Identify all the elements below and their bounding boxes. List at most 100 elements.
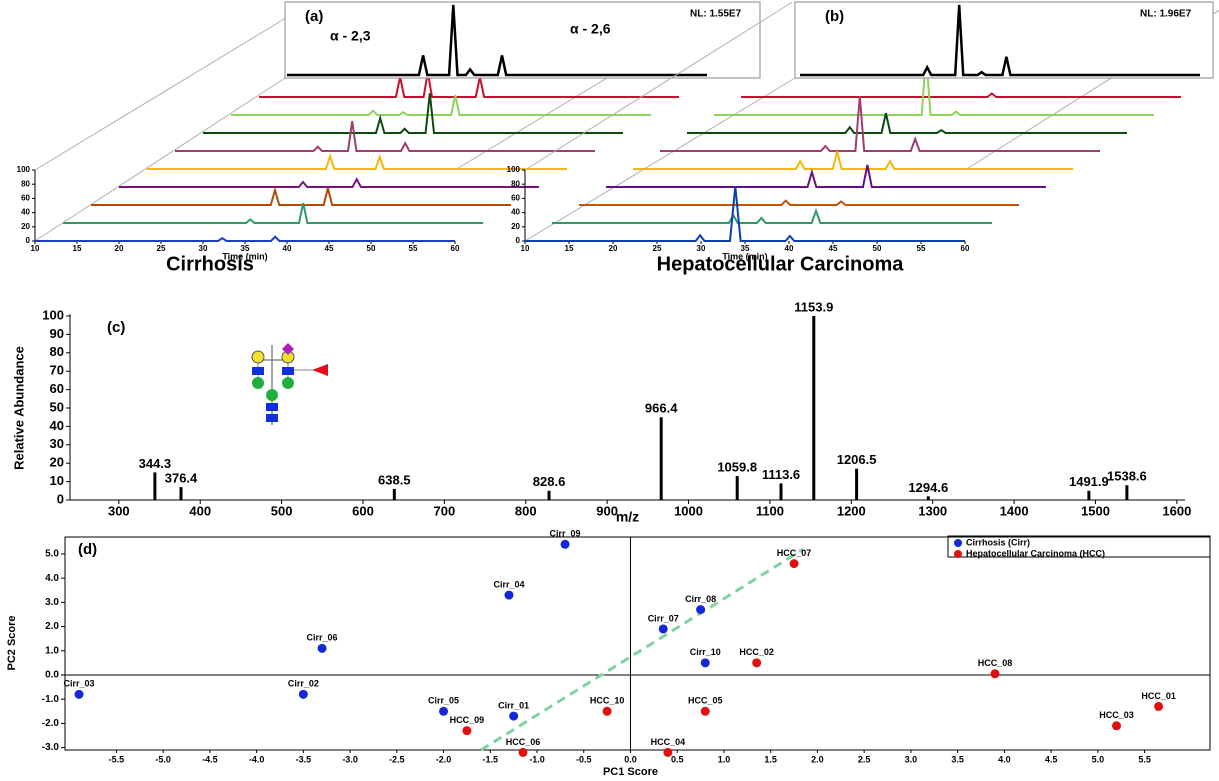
y-tick-label: 60 (50, 381, 64, 396)
x-tick-label: 15 (565, 244, 574, 253)
point (439, 707, 448, 716)
point (991, 669, 1000, 678)
figure: 0204060801001015202530354045505560Time (… (0, 0, 1219, 781)
peak-label: 1153.9 (794, 299, 833, 314)
y-tick-label: 80 (21, 179, 30, 188)
trace (633, 151, 1073, 169)
x-tick-label: 40 (283, 244, 292, 253)
y-tick-label: 20 (511, 222, 520, 231)
x-tick-label: 50 (367, 244, 376, 253)
x-tick-label: 1500 (1081, 503, 1110, 518)
point (752, 658, 761, 667)
x-tick-label: -3.5 (296, 754, 312, 764)
y-tick-label: -3.0 (42, 742, 60, 753)
x-tick-label: -1.5 (483, 754, 499, 764)
point (659, 624, 668, 633)
x-tick-label: 300 (108, 503, 130, 518)
x-tick-label: 2.5 (858, 754, 871, 764)
point (696, 605, 705, 614)
x-tick-label: 1400 (1000, 503, 1029, 518)
x-tick-label: 4.5 (1045, 754, 1058, 764)
y-tick-label: 0 (57, 491, 64, 506)
x-tick-label: 45 (829, 244, 838, 253)
perspective-line (35, 78, 285, 241)
x-tick-label: 1200 (837, 503, 866, 518)
y-tick-label: -1.0 (42, 694, 60, 705)
peak-label: 1113.6 (762, 467, 800, 482)
point (299, 690, 308, 699)
y-tick-label: 100 (507, 165, 521, 174)
x-tick-label: 800 (515, 503, 537, 518)
x-axis-label: PC1 Score (603, 766, 658, 778)
point-label: Cirr_09 (550, 529, 581, 539)
point-label: Cirr_08 (685, 594, 716, 604)
y-tick-label: 100 (42, 307, 64, 322)
x-tick-label: 2.0 (811, 754, 824, 764)
annotation: α - 2,3 (330, 28, 371, 44)
x-tick-label: 60 (451, 244, 460, 253)
x-tick-label: 10 (521, 244, 530, 253)
x-tick-label: 30 (199, 244, 208, 253)
x-tick-label: -4.5 (202, 754, 218, 764)
x-tick-label: -1.0 (529, 754, 545, 764)
y-tick-label: 3.0 (45, 597, 59, 608)
peak-label: 638.5 (378, 472, 411, 487)
y-tick-label: -2.0 (42, 718, 60, 729)
peak-label: 1491.9 (1069, 474, 1109, 489)
inset-note: NL: 1.55E7 (690, 9, 742, 20)
peak-label: 966.4 (645, 401, 678, 416)
y-tick-label: 40 (21, 208, 30, 217)
point-label: Cirr_03 (64, 679, 95, 689)
x-tick-label: 1.0 (718, 754, 731, 764)
point-label: Cirr_06 (307, 633, 338, 643)
point-label: Cirr_02 (288, 679, 319, 689)
inset-note: NL: 1.96E7 (1140, 9, 1192, 20)
point (1112, 721, 1121, 730)
point-label: HCC_02 (739, 647, 774, 657)
y-tick-label: 90 (50, 326, 64, 341)
x-tick-label: 3.0 (905, 754, 918, 764)
x-tick-label: 40 (785, 244, 794, 253)
point (504, 591, 513, 600)
y-tick-label: 100 (17, 165, 31, 174)
point (701, 707, 710, 716)
x-tick-label: 25 (653, 244, 662, 253)
point (561, 540, 570, 549)
x-tick-label: -3.0 (342, 754, 358, 764)
trace (175, 121, 595, 151)
legend-marker (954, 539, 962, 547)
y-tick-label: 50 (50, 399, 64, 414)
x-tick-label: 10 (31, 244, 40, 253)
x-tick-label: 55 (917, 244, 926, 253)
x-tick-label: -0.5 (576, 754, 592, 764)
point (1154, 702, 1163, 711)
point-label: Cirr_10 (690, 647, 721, 657)
x-tick-label: 1.5 (764, 754, 777, 764)
x-tick-label: 30 (697, 244, 706, 253)
point (318, 644, 327, 653)
legend-label: Cirrhosis (Cirr) (966, 537, 1030, 547)
peak-label: 1294.6 (908, 480, 948, 495)
point (663, 748, 672, 757)
x-tick-label: 0.0 (624, 754, 637, 764)
peak-label: 1206.5 (837, 452, 877, 467)
x-axis-label: m/z (616, 509, 639, 525)
point (519, 748, 528, 757)
x-tick-label: 500 (271, 503, 293, 518)
panel-subtitle: Hepatocellular Carcinoma (657, 253, 905, 275)
glycan-icon (252, 343, 328, 425)
x-tick-label: 1000 (674, 503, 703, 518)
trace (119, 179, 539, 187)
y-tick-label: 40 (50, 418, 64, 433)
point-label: Cirr_07 (648, 613, 679, 623)
trace (231, 95, 651, 115)
panel-label: (d) (78, 541, 97, 558)
panel-label: (a) (305, 8, 323, 25)
x-tick-label: 600 (352, 503, 374, 518)
y-tick-label: 4.0 (45, 573, 59, 584)
point-label: HCC_03 (1099, 710, 1134, 720)
x-tick-label: 50 (873, 244, 882, 253)
x-tick-label: 25 (157, 244, 166, 253)
point (462, 726, 471, 735)
legend-label: Hepatocellular Carcinoma (HCC) (966, 548, 1105, 558)
